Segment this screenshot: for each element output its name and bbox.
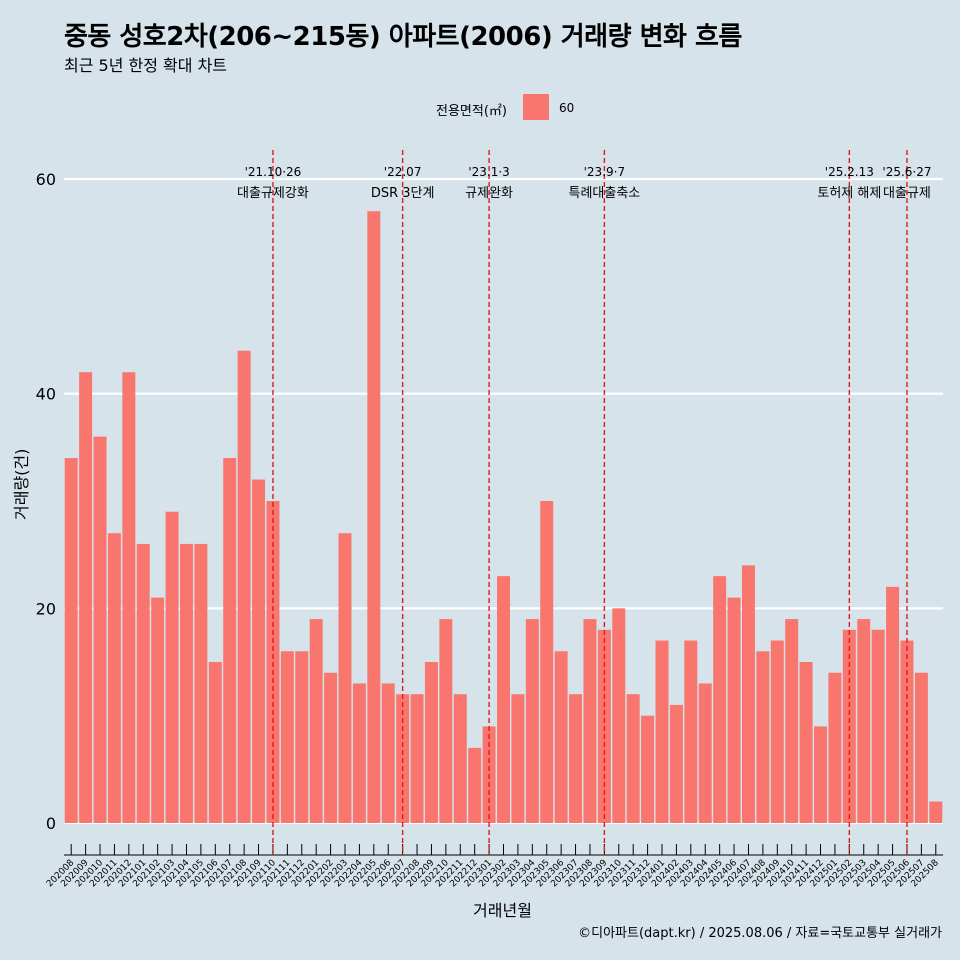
legend: 전용면적(㎡) 60 [0, 94, 960, 122]
bar [497, 576, 510, 823]
bar [799, 662, 813, 823]
chart-title: 중동 성호2차(206~215동) 아파트(2006) 거래량 변화 흐름 [64, 22, 742, 52]
bar [381, 683, 395, 823]
bar [511, 694, 525, 823]
bar [713, 576, 727, 823]
bar [237, 350, 251, 823]
y-tick-label: 0 [46, 814, 56, 833]
annotation-date: '21.10·26 [245, 165, 302, 179]
legend-label: 60 [559, 101, 575, 115]
bar [424, 662, 438, 823]
bar [64, 458, 78, 823]
bar [540, 501, 554, 823]
chart-subtitle: 최근 5년 한정 확대 차트 [64, 56, 228, 75]
bar [554, 651, 568, 823]
bar [439, 619, 453, 823]
bar [727, 597, 741, 823]
bar [612, 608, 626, 823]
bar [208, 662, 222, 823]
annotation-label: 특례대출축소 [568, 186, 640, 201]
y-tick-label: 20 [36, 599, 56, 618]
bar [309, 619, 323, 823]
bar [569, 694, 583, 823]
annotation-label: 규제완화 [465, 186, 513, 201]
bar [655, 640, 669, 823]
bar [828, 672, 842, 823]
bar [194, 543, 208, 823]
annotation-date: '23.1·3 [468, 165, 509, 179]
bar [669, 704, 683, 823]
bar [280, 651, 294, 823]
bar [770, 640, 784, 823]
bar [698, 683, 712, 823]
annotation-date: '23.9·7 [584, 165, 625, 179]
y-tick-label: 40 [36, 385, 56, 404]
bar [929, 801, 943, 823]
bar [684, 640, 698, 823]
annotation-date: '22.07 [384, 165, 422, 179]
bar [410, 694, 424, 823]
bar [914, 672, 928, 823]
bar [295, 651, 309, 823]
bar [453, 694, 467, 823]
bar [165, 511, 179, 823]
bar [79, 372, 93, 823]
bar [338, 533, 352, 823]
bar [886, 586, 900, 823]
bar [107, 533, 121, 823]
bar [741, 565, 755, 823]
bar [871, 629, 885, 823]
bar [223, 458, 237, 823]
bar [179, 543, 193, 823]
bar [583, 619, 597, 823]
bar [814, 726, 828, 823]
annotation-label: DSR 3단계 [371, 186, 435, 201]
bar [641, 715, 655, 823]
y-axis-label: 거래량(건) [12, 448, 31, 520]
bar [93, 436, 107, 823]
bar [900, 640, 914, 823]
legend-color-key [523, 94, 549, 120]
annotation-label: 토허제 해제 [817, 186, 881, 201]
y-tick-label: 60 [36, 170, 56, 189]
source-caption: ©디아파트(dapt.kr) / 2025.08.06 / 자료=국토교통부 실… [578, 926, 942, 941]
bar [525, 619, 539, 823]
x-axis-label: 거래년월 [473, 901, 532, 920]
bar [122, 372, 136, 823]
bar [324, 672, 338, 823]
annotation-date: '25.6·27 [882, 165, 931, 179]
annotation-label: 대출규제강화 [237, 186, 309, 201]
bar [756, 651, 770, 823]
legend-title: 전용면적(㎡) [436, 104, 507, 119]
bar [151, 597, 165, 823]
bar [352, 683, 366, 823]
bar [468, 747, 482, 823]
annotation-date: '25.2.13 [825, 165, 874, 179]
bar [626, 694, 640, 823]
bar [252, 479, 266, 823]
bar [785, 619, 799, 823]
bar [857, 619, 871, 823]
bar [136, 543, 150, 823]
bar [367, 211, 381, 823]
annotation-label: 대출규제 [883, 186, 931, 201]
